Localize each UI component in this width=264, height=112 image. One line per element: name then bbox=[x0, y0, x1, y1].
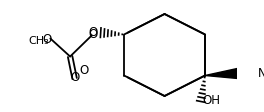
Text: O: O bbox=[89, 26, 98, 39]
Text: O: O bbox=[80, 64, 89, 76]
Text: O: O bbox=[89, 28, 98, 41]
Polygon shape bbox=[0, 0, 126, 112]
Text: OH: OH bbox=[202, 94, 220, 107]
Polygon shape bbox=[205, 69, 238, 79]
Text: CH₃: CH₃ bbox=[29, 36, 49, 45]
Text: N: N bbox=[258, 67, 264, 80]
Text: O: O bbox=[70, 70, 79, 84]
Text: O: O bbox=[42, 32, 51, 45]
